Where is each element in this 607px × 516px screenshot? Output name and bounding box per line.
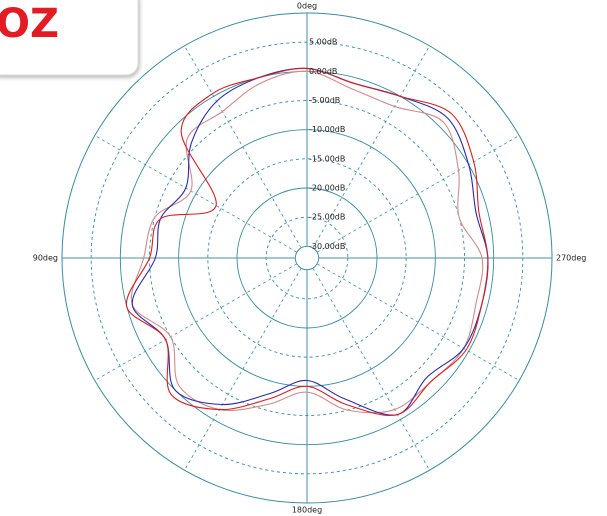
theta-tick-label: 180deg [292, 506, 322, 515]
r-tick-label: -15.00dB [309, 154, 345, 163]
series-line [126, 67, 489, 417]
theta-tick-label: 0deg [297, 1, 317, 10]
grid-ring [90, 41, 524, 475]
r-tick-label: -25.00dB [309, 213, 345, 222]
r-tick-label: -30.00dB [309, 242, 345, 251]
theta-tick-label: 90deg [33, 254, 58, 263]
watermark: OZ [0, 1, 59, 47]
series-line [131, 67, 489, 416]
labels: 5.00dB 0.00dB -5.00dB -10.00dB -15.00dB -20.0… [33, 1, 587, 514]
r-tick-label: -20.00dB [309, 184, 345, 193]
r-tick-label: -5.00dB [309, 96, 340, 105]
series-group [126, 67, 489, 417]
r-tick-label: -10.00dB [309, 125, 345, 134]
grid-ring [265, 216, 349, 300]
theta-tick-label: 270deg [556, 254, 586, 263]
grid-ring [294, 245, 320, 271]
grid [61, 12, 553, 504]
grid-ring [207, 158, 407, 358]
watermark-box [0, 0, 139, 76]
series-line [130, 70, 484, 414]
r-tick-label: 5.00dB [309, 38, 337, 47]
r-tick-label: 0.00dB [309, 67, 337, 76]
grid-ring [236, 187, 378, 329]
